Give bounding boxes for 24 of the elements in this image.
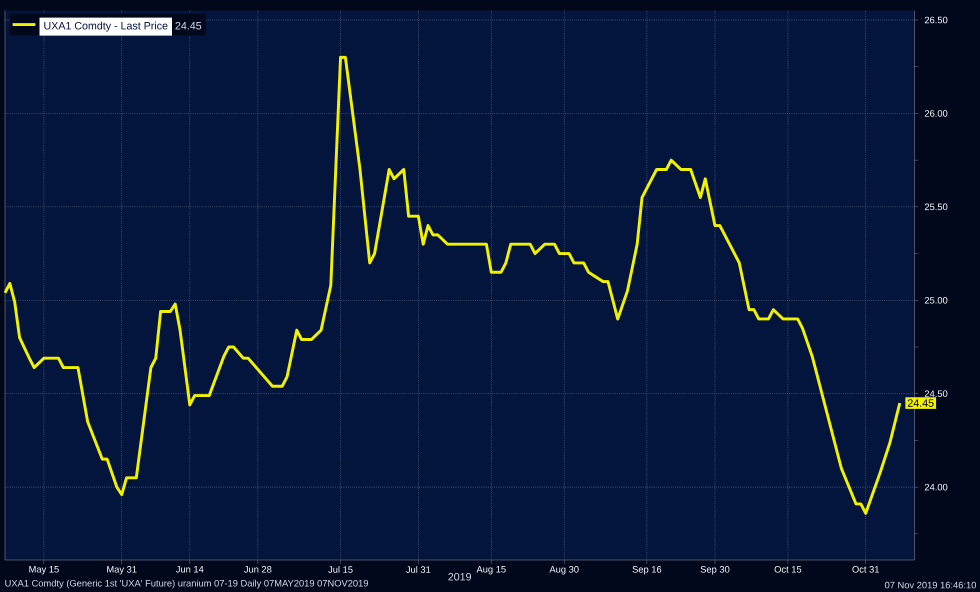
legend-label: UXA1 Comdty - Last Price — [44, 22, 168, 32]
x-tick-label: Jun 14 — [176, 566, 204, 573]
x-tick-label: May 31 — [107, 566, 137, 575]
x-tick-label: Jul 15 — [328, 566, 353, 573]
x-axis-title: 2019 — [448, 572, 472, 581]
x-tick-label: Aug 30 — [549, 566, 579, 575]
x-tick-label: Jul 31 — [406, 566, 430, 573]
text: 24.45 — [176, 22, 202, 30]
y-tick-label: 26.00 — [924, 110, 948, 117]
y-tick-label: 24.50 — [924, 390, 948, 397]
data-label: 24.45 — [908, 399, 934, 407]
x-tick-label: Oct 15 — [774, 566, 802, 573]
x-tick-label: Sep 16 — [632, 566, 662, 575]
text: UXA1 Comdty (Generic 1st 'UXA' Future) uranium 07-19 Daily 07MAY2019 07NOV2019 — [5, 580, 368, 588]
x-tick-label: Jun 28 — [244, 566, 272, 573]
y-tick-label: 24.00 — [924, 484, 948, 490]
y-tick-label: 25.00 — [924, 296, 948, 304]
x-tick-label: Sep 30 — [700, 566, 730, 575]
text: 07 Nov 2019 16:46:10 — [884, 582, 976, 588]
x-tick-label: Aug 15 — [476, 566, 506, 574]
y-tick-label: 25.50 — [924, 204, 948, 210]
y-tick-label: 26.50 — [924, 16, 948, 24]
x-tick-label: Oct 31 — [852, 566, 879, 573]
x-tick-label: May 15 — [29, 566, 59, 574]
